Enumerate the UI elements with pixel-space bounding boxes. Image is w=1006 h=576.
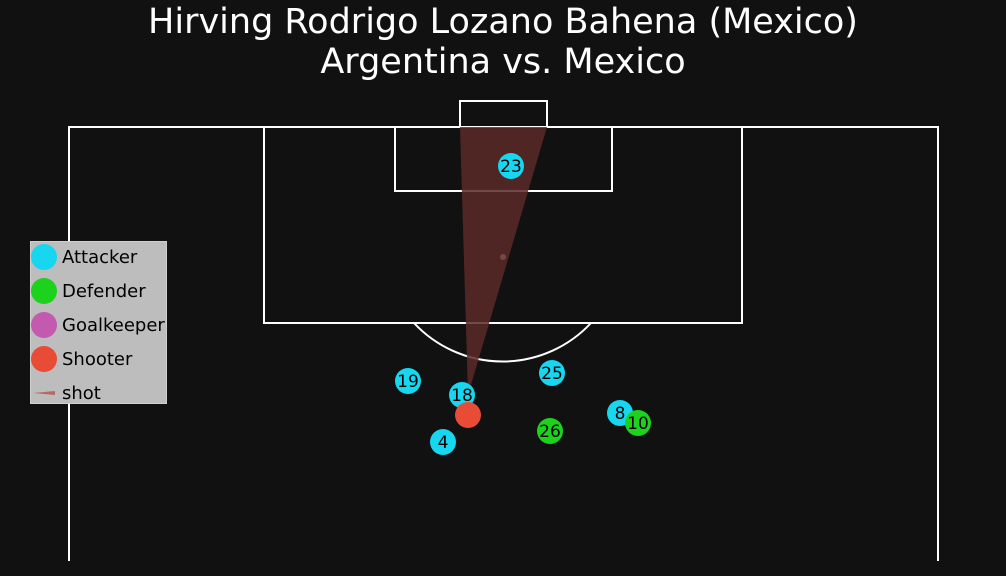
shooter-marker xyxy=(455,402,481,428)
legend-label: Defender xyxy=(62,281,146,302)
player-marker xyxy=(430,429,456,455)
legend-item-attacker: Attacker xyxy=(31,242,168,276)
shooter-swatch xyxy=(31,346,57,372)
legend-item-shooter: Shooter xyxy=(31,344,168,378)
player-marker xyxy=(625,410,651,436)
defender-swatch xyxy=(31,278,57,304)
legend-item-shot: shot xyxy=(31,378,168,412)
player-number: 18 xyxy=(451,386,473,406)
player-marker xyxy=(498,153,524,179)
legend-label: Goalkeeper xyxy=(62,315,165,336)
penalty-arc xyxy=(413,322,592,363)
player-marker xyxy=(395,368,421,394)
legend-label: shot xyxy=(62,383,101,404)
player-number: 8 xyxy=(615,404,626,424)
legend-item-defender: Defender xyxy=(31,276,168,310)
goalkeeper-swatch xyxy=(31,312,57,338)
legend-label: Attacker xyxy=(62,247,138,268)
player-26: 26 xyxy=(537,418,563,444)
player-number: 25 xyxy=(541,364,563,384)
legend-item-goalkeeper: Goalkeeper xyxy=(31,310,168,344)
player-number: 26 xyxy=(539,422,561,442)
player-4: 4 xyxy=(430,429,456,455)
player-23: 23 xyxy=(498,153,524,179)
player-number: 19 xyxy=(397,372,419,392)
legend-label: Shooter xyxy=(62,349,133,370)
goal xyxy=(459,100,548,127)
legend: Attacker Defender Goalkeeper Shooter sho… xyxy=(30,241,167,404)
player-19: 19 xyxy=(395,368,421,394)
chart-subtitle: Argentina vs. Mexico xyxy=(320,42,686,82)
chart-title: Hirving Rodrigo Lozano Bahena (Mexico) xyxy=(148,2,858,42)
player-marker xyxy=(449,382,475,408)
player-18: 18 xyxy=(449,382,475,408)
player-marker xyxy=(539,360,565,386)
player-10: 10 xyxy=(625,410,651,436)
player-number: 23 xyxy=(500,157,522,177)
player-25: 25 xyxy=(539,360,565,386)
player-marker xyxy=(537,418,563,444)
shot-cone xyxy=(460,127,547,395)
attacker-swatch xyxy=(31,244,57,270)
shot-swatch xyxy=(33,391,55,395)
player-number: 10 xyxy=(627,414,649,434)
player-number: 4 xyxy=(438,433,449,453)
